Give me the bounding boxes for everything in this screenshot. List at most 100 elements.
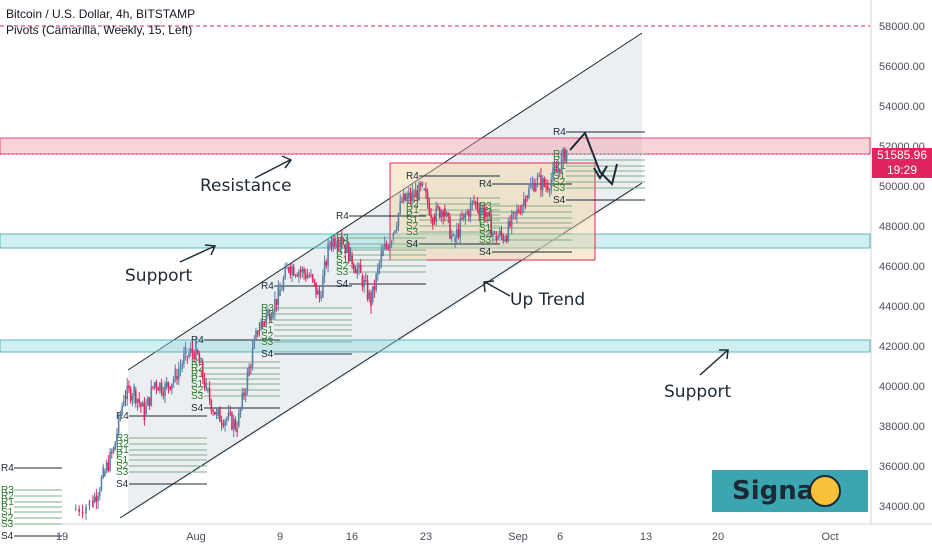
candle-body (399, 201, 401, 214)
pivot-label-r4: R4 (553, 127, 566, 138)
pivot-label-p: P (1, 502, 8, 513)
pivot-label-s1: S1 (191, 379, 204, 390)
pivot-label-p: P (479, 218, 486, 229)
candle-body (468, 211, 470, 217)
pivot-label-s2: S2 (261, 331, 274, 342)
candle-body (559, 169, 561, 173)
candle-body (282, 278, 285, 290)
candle-body (528, 187, 530, 198)
candle-body (438, 207, 441, 218)
candle-body (286, 267, 288, 269)
candle-body (152, 386, 154, 388)
candle-body (280, 289, 283, 291)
candle-body (541, 178, 544, 191)
candle-body (509, 221, 511, 227)
candle-body (449, 216, 451, 239)
candle-body (226, 418, 228, 421)
candle-body (483, 208, 486, 218)
candle-body (505, 236, 508, 242)
candle-body (171, 383, 173, 390)
candle-body (100, 477, 103, 491)
candle-body (179, 366, 182, 370)
candle-body (165, 382, 168, 388)
candle-body (490, 215, 492, 237)
candle-body (135, 390, 137, 403)
pivot-label-s1: S1 (406, 215, 419, 226)
pivot-label-r2: R2 (1, 491, 14, 502)
candle-body (526, 196, 529, 198)
candle-body (545, 185, 547, 188)
candle-body (289, 266, 292, 275)
pivot-label-r1: R1 (406, 205, 419, 216)
channel-lower-line (119, 182, 643, 519)
candle-body (155, 382, 158, 388)
candle-body (105, 462, 108, 471)
candle-body (92, 500, 94, 507)
candle-body (512, 211, 515, 214)
signal-banner[interactable]: Signal (712, 470, 868, 512)
candle-body (256, 330, 259, 335)
support-annotation-right: Support (664, 382, 732, 402)
candle-body (107, 462, 110, 471)
y-tick-label: 54000.00 (879, 101, 925, 113)
support-left-arrowhead (204, 244, 217, 256)
candle-body (382, 249, 384, 256)
pivot-label-r1: R1 (336, 245, 349, 256)
candle-body (250, 366, 252, 368)
pivot-label-r1: R1 (553, 161, 566, 172)
pivot-label-s3: S3 (406, 227, 419, 238)
candle-body (210, 400, 213, 411)
candle-body (459, 218, 462, 238)
pivot-label-r4: R4 (191, 335, 204, 346)
candle-body (129, 388, 132, 401)
candle-body (485, 212, 487, 217)
candle-body (402, 193, 405, 202)
uptrend-arrowhead (483, 280, 495, 293)
y-tick-label: 40000.00 (879, 381, 925, 393)
candle-body (279, 289, 281, 296)
candle-body (229, 412, 232, 414)
pivot-label-r1: R1 (191, 369, 204, 380)
candle-body (306, 275, 309, 279)
candle-body (327, 244, 329, 266)
candle-body (196, 350, 199, 354)
candle-body (110, 451, 113, 453)
candle-body (227, 412, 230, 418)
candle-body (215, 411, 218, 415)
candle-body (409, 192, 412, 200)
candle-body (469, 203, 472, 217)
candle-body (462, 213, 465, 219)
pivot-label-s2: S2 (336, 261, 349, 272)
pivot-label-r1: R1 (1, 497, 14, 508)
candle-body (347, 242, 350, 262)
candle-body (98, 490, 101, 496)
candle-body (313, 279, 316, 283)
candle-body (160, 382, 163, 394)
candle-body (119, 414, 122, 416)
candle-body (246, 371, 249, 392)
pivot-label-s3: S3 (1, 519, 14, 530)
candle-body (380, 251, 383, 263)
candle-body (74, 508, 77, 510)
candle-body (205, 382, 207, 389)
indicator-label[interactable]: Pivots (Camarilla, Weekly, 15, Left) (6, 23, 193, 37)
candle-body (183, 354, 185, 365)
pivot-label-s3: S3 (479, 235, 492, 246)
candle-body (502, 235, 504, 241)
candle-body (329, 243, 331, 245)
candle-body (231, 412, 233, 430)
candle-body (358, 264, 360, 269)
candle-body (208, 388, 211, 401)
candle-body (263, 322, 266, 324)
candle-body (159, 382, 161, 391)
candle-body (486, 212, 489, 217)
y-tick-label: 46000.00 (879, 261, 925, 273)
pivot-label-r2: R2 (553, 155, 566, 166)
pivot-label-r4: R4 (261, 281, 274, 292)
candle-body (430, 214, 432, 219)
candle-body (85, 506, 87, 514)
candle-body (450, 234, 453, 239)
candle-body (371, 286, 374, 302)
pivot-label-p: P (191, 374, 198, 385)
